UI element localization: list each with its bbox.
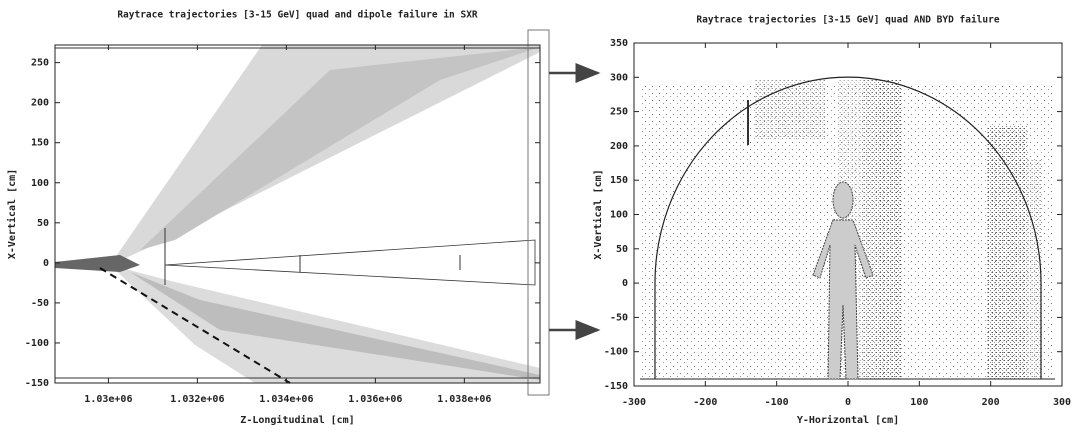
y-tick-label: -150 xyxy=(25,378,49,389)
y-tick-label: 350 xyxy=(610,38,628,49)
y-tick-label: 100 xyxy=(31,178,49,189)
x-tick-label: 1.034e+06 xyxy=(259,394,313,405)
y-tick-label: 250 xyxy=(610,107,628,118)
y-tick-label: -150 xyxy=(604,381,628,392)
y-tick-label: 0 xyxy=(43,258,49,269)
x-tick-label: 300 xyxy=(1053,397,1071,408)
y-tick-label: 100 xyxy=(610,210,628,221)
x-tick-label: -100 xyxy=(765,397,789,408)
y-axis-label: X-Vertical [cm] xyxy=(592,169,604,259)
y-tick-label: -50 xyxy=(610,312,628,323)
y-tick-label: 150 xyxy=(610,175,628,186)
plot-frame xyxy=(54,44,541,384)
y-tick-label: 150 xyxy=(31,138,49,149)
y-tick-label: 50 xyxy=(616,244,628,255)
y-tick-label: 200 xyxy=(610,141,628,152)
x-tick-label: -200 xyxy=(693,397,717,408)
x-tick-label: 100 xyxy=(910,397,928,408)
y-tick-label: -100 xyxy=(604,347,628,358)
y-tick-label: 50 xyxy=(37,218,49,229)
x-tick-label: -300 xyxy=(622,397,646,408)
y-tick-label: 200 xyxy=(31,98,49,109)
y-tick-label: 250 xyxy=(31,58,49,69)
y-tick-label: 300 xyxy=(610,72,628,83)
trajectory-regions xyxy=(55,29,550,396)
x-tick-label: 0 xyxy=(845,397,851,408)
x-axis-label: Y-Horizontal [cm] xyxy=(797,414,899,426)
x-tick-label: 1.038e+06 xyxy=(437,394,491,405)
y-axis-label: X-Vertical [cm] xyxy=(6,169,18,259)
x-tick-label: 200 xyxy=(982,397,1000,408)
tunnel-scene xyxy=(640,76,1055,380)
y-tick-label: -100 xyxy=(25,338,49,349)
chart-title: Raytrace trajectories [3-15 GeV] quad an… xyxy=(117,10,478,21)
x-tick-label: 1.032e+06 xyxy=(170,394,224,405)
chart-title: Raytrace trajectories [3-15 GeV] quad AN… xyxy=(696,15,999,26)
x-axis-label: Z-Longitudinal [cm] xyxy=(240,414,354,426)
x-tick-label: 1.036e+06 xyxy=(348,394,402,405)
y-tick-label: -50 xyxy=(31,298,49,309)
y-tick-label: 0 xyxy=(622,278,628,289)
x-tick-label: 1.03e+06 xyxy=(84,394,132,405)
